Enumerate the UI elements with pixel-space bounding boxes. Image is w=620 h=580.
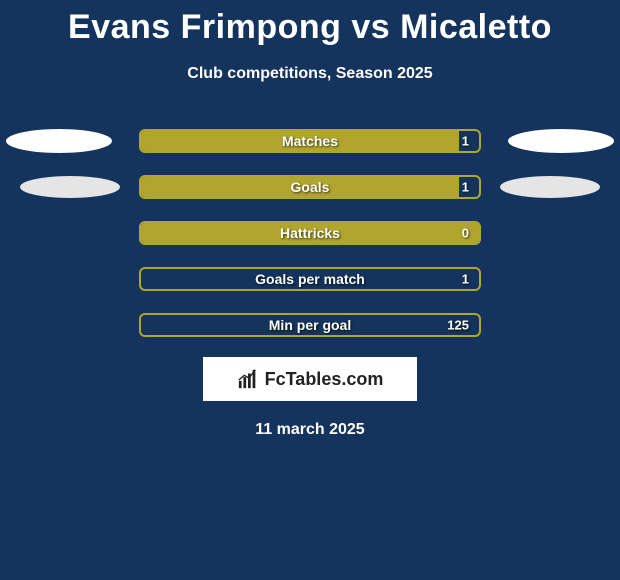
page-title: Evans Frimpong vs Micaletto	[0, 0, 620, 47]
stat-label: Min per goal	[269, 317, 351, 333]
stat-label: Goals	[291, 179, 330, 195]
stat-value: 1	[462, 272, 469, 287]
stat-row: Matches 1	[0, 129, 620, 153]
chart-icon	[237, 368, 259, 390]
stat-value: 125	[447, 318, 469, 333]
stat-bars: Matches 1 Goals 1 Hattricks 0 Goals per match 1…	[0, 129, 620, 337]
stat-row: Goals per match 1	[0, 267, 620, 291]
stat-value: 1	[462, 134, 469, 149]
stat-label: Matches	[282, 133, 338, 149]
ellipse-left	[20, 176, 120, 198]
ellipse-right	[500, 176, 600, 198]
stat-row: Goals 1	[0, 175, 620, 199]
logo-box: FcTables.com	[203, 357, 417, 401]
stat-value: 0	[462, 226, 469, 241]
stat-label: Hattricks	[280, 225, 340, 241]
stat-value: 1	[462, 180, 469, 195]
stat-bar: Matches 1	[139, 129, 481, 153]
stat-row: Min per goal 125	[0, 313, 620, 337]
ellipse-right	[508, 129, 614, 153]
stat-label: Goals per match	[255, 271, 365, 287]
stat-row: Hattricks 0	[0, 221, 620, 245]
stat-bar: Goals 1	[139, 175, 481, 199]
logo-text: FcTables.com	[265, 369, 384, 390]
ellipse-left	[6, 129, 112, 153]
page-subtitle: Club competitions, Season 2025	[0, 65, 620, 83]
page-date: 11 march 2025	[0, 421, 620, 439]
stat-bar: Min per goal 125	[139, 313, 481, 337]
stat-bar: Goals per match 1	[139, 267, 481, 291]
stat-bar: Hattricks 0	[139, 221, 481, 245]
